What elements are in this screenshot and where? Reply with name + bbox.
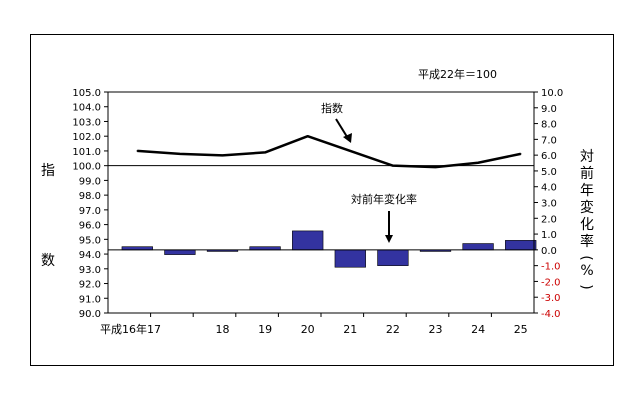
right-tick-label: -4.0 — [541, 309, 561, 320]
x-tick-label: 18 — [216, 323, 230, 336]
right-tick-label: 1.0 — [541, 230, 557, 241]
line-series — [137, 134, 521, 169]
right-tick-label: 9.0 — [541, 104, 557, 115]
chart-frame: 105.0 104.0 103.0 102.0 101.0 100.0 99.0 98.0 97… — [30, 34, 614, 366]
right-tick-label: 8.0 — [541, 120, 557, 131]
plot-area — [107, 91, 535, 314]
x-tick-label: 平成16年17 — [100, 322, 161, 336]
left-tick-label: 100.0 — [72, 162, 101, 173]
left-tick-label: 97.0 — [79, 206, 101, 217]
x-tick-label: 25 — [514, 323, 528, 336]
left-axis-label-char: 指 — [41, 163, 55, 179]
left-tick-label: 90.0 — [79, 309, 101, 320]
right-axis-label-char: 前 — [580, 165, 594, 182]
right-tick-label: 4.0 — [541, 183, 557, 194]
right-tick-label: 3.0 — [541, 199, 557, 210]
line-point — [349, 150, 352, 152]
chart-note: 平成22年＝100 — [418, 67, 497, 81]
left-tick-label: 102.0 — [72, 132, 101, 143]
right-tick-label: 2.0 — [541, 214, 557, 225]
right-axis-label-char: ) — [578, 284, 594, 289]
line-point — [221, 154, 224, 157]
line-point — [306, 135, 309, 137]
x-tick-label: 23 — [429, 323, 443, 336]
left-tick-label: 103.0 — [72, 117, 101, 128]
bar — [462, 243, 494, 251]
bar-label-arrowhead — [385, 235, 393, 243]
x-tick-label: 20 — [301, 323, 315, 336]
left-tick-label: 98.0 — [79, 191, 101, 202]
bar — [505, 240, 537, 251]
right-axis-label-char: 対 — [580, 149, 594, 165]
line-point — [264, 151, 266, 154]
chart: 105.0 104.0 103.0 102.0 101.0 100.0 99.0 98.0 97… — [41, 67, 594, 336]
left-tick-label: 105.0 — [72, 88, 101, 99]
right-tick-label: -3.0 — [541, 293, 561, 304]
left-tick-label: 101.0 — [72, 147, 101, 158]
right-tick-label: 7.0 — [541, 135, 557, 146]
x-tick-label: 22 — [386, 323, 400, 336]
line-point — [136, 150, 139, 152]
right-axis-label-char: 年 — [580, 183, 594, 199]
bar-series-label: 対前年変化率 — [351, 192, 417, 206]
left-tick-label: 99.0 — [79, 176, 101, 187]
right-tick-label: 5.0 — [541, 167, 557, 178]
right-axis-label-char: % — [580, 263, 593, 279]
x-tick-label: 19 — [258, 323, 272, 336]
left-tick-label: 95.0 — [79, 235, 101, 246]
right-tick-label: 0.0 — [541, 246, 557, 257]
left-tick-label: 91.0 — [79, 294, 101, 305]
right-axis-label-char: 化 — [580, 217, 594, 233]
left-tick-label: 94.0 — [79, 250, 101, 261]
line-point — [179, 153, 181, 155]
bar — [377, 249, 409, 266]
bar — [292, 230, 324, 251]
x-tick-label: 21 — [343, 323, 357, 336]
x-tick-label: 24 — [471, 323, 485, 336]
right-tick-label: 6.0 — [541, 151, 557, 162]
line-series-label: 指数 — [321, 101, 343, 115]
right-tick-label: 10.0 — [541, 88, 563, 99]
right-axis-label-char: 率 — [580, 233, 594, 250]
line-point — [434, 166, 437, 168]
left-axis-label-char: 数 — [41, 253, 55, 269]
line-point — [477, 161, 479, 164]
left-tick-label: 104.0 — [72, 103, 101, 114]
bar — [164, 249, 196, 255]
left-tick-label: 93.0 — [79, 265, 101, 276]
right-axis-label-char: 変 — [580, 199, 594, 216]
line-label-arrowhead — [343, 133, 352, 143]
right-tick-label: -2.0 — [541, 277, 561, 288]
left-tick-label: 92.0 — [79, 280, 101, 291]
line-point — [519, 153, 522, 155]
right-axis-label-char: ( — [578, 255, 594, 260]
left-tick-label: 96.0 — [79, 221, 101, 232]
right-tick-label: -1.0 — [541, 262, 561, 273]
bar — [334, 249, 366, 268]
